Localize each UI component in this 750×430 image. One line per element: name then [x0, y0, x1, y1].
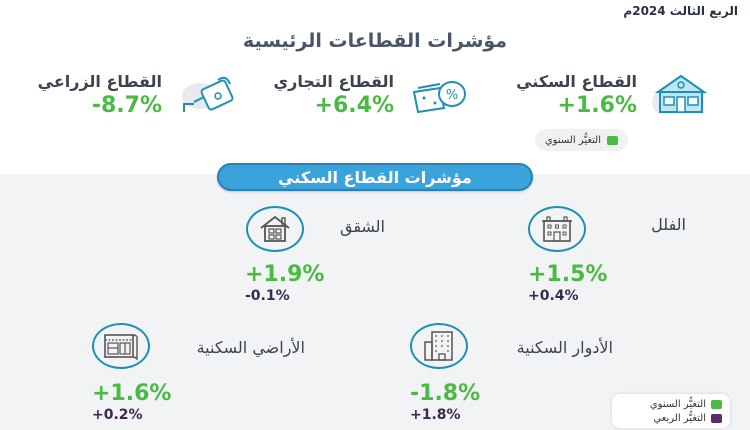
sector-name: القطاع السكني — [516, 72, 637, 91]
quarterly-swatch — [711, 413, 722, 423]
sector-value: +6.4% — [314, 93, 394, 118]
residential-section — [0, 174, 750, 430]
apartment-icon — [246, 206, 304, 252]
residential-item-floors — [410, 323, 468, 369]
sector-value: -8.7% — [91, 93, 162, 118]
sector-commercial: القطاع التجاري +6.4% — [273, 72, 394, 118]
sector-agricultural: القطاع الزراعي -8.7% — [38, 72, 162, 118]
legend: التغيُّر السنوي التغيُّر الربعي — [612, 394, 730, 428]
annual-change: +1.5% — [528, 262, 608, 287]
sector-value: +1.6% — [557, 93, 637, 118]
annual-swatch — [607, 135, 618, 145]
land-plan-icon — [92, 323, 150, 369]
legend-label: التغيُّر السنوي — [544, 134, 601, 146]
residential-section-title: مؤشرات القطاع السكني — [217, 163, 533, 191]
legend-quarterly: التغيُّر الربعي — [620, 411, 722, 425]
sector-name: القطاع الزراعي — [37, 72, 162, 91]
quarterly-change: +0.2% — [92, 407, 143, 423]
item-name: الأدوار السكنية — [516, 338, 613, 357]
watering-can-icon — [180, 74, 242, 118]
residential-item-apartments — [246, 206, 304, 252]
svg-text:%: % — [446, 88, 458, 103]
annual-change: +1.6% — [92, 381, 172, 406]
legend-annual: التغيُّر السنوي — [620, 397, 722, 411]
top-legend-annual: التغيُّر السنوي — [534, 129, 628, 151]
legend-annual-label: التغيُّر السنوي — [649, 398, 706, 410]
building-floors-icon — [410, 323, 468, 369]
quarterly-change: +1.8% — [410, 407, 461, 423]
house-icon — [652, 72, 710, 120]
quarterly-change: -0.1% — [245, 288, 290, 304]
annual-change: -1.8% — [410, 381, 481, 406]
money-percent-icon: % — [410, 78, 470, 118]
page-title: مؤشرات القطاعات الرئيسية — [242, 30, 508, 52]
item-name: الفلل — [651, 215, 686, 234]
legend-quarterly-label: التغيُّر الربعي — [653, 412, 706, 424]
sector-name: القطاع التجاري — [273, 72, 394, 91]
quarter-label: الربع الثالث 2024م — [623, 4, 738, 18]
villa-icon — [528, 206, 586, 252]
annual-change: +1.9% — [245, 262, 325, 287]
residential-item-villas — [528, 206, 586, 252]
item-name: الشقق — [339, 217, 385, 236]
residential-item-lands — [92, 323, 150, 369]
sector-residential: القطاع السكني +1.6% — [516, 72, 637, 118]
item-name: الأراضي السكنية — [196, 338, 305, 357]
quarterly-change: +0.4% — [528, 288, 579, 304]
annual-swatch — [711, 399, 722, 409]
